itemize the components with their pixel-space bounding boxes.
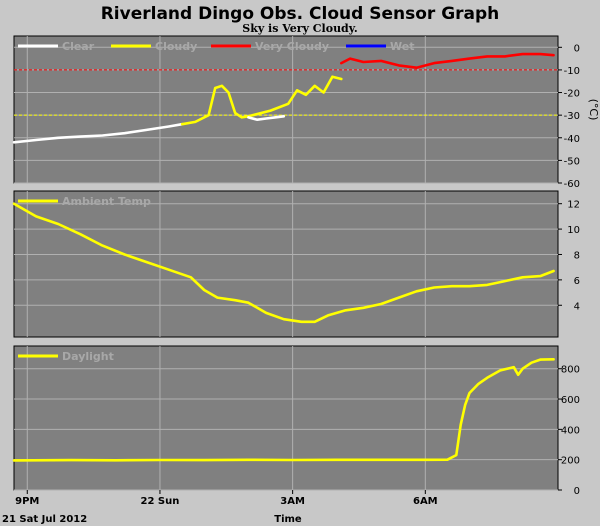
legend-label-daylight: Daylight [62, 350, 114, 363]
x-tick-label: 22 Sun [141, 496, 180, 507]
y-tick-label: 0 [574, 43, 580, 54]
date-label: 21 Sat Jul 2012 [2, 514, 87, 525]
legend-label-cloudy: Cloudy [155, 40, 197, 53]
x-tick-label: 6AM [413, 496, 438, 507]
y-tick-label: 800 [561, 365, 580, 376]
page-title: Riverland Dingo Obs. Cloud Sensor Graph [101, 4, 500, 24]
y-tick-label: 8 [574, 250, 580, 261]
legend-label-ambient-temp: Ambient Temp [62, 195, 151, 208]
daylight-chart: 800 600 400 200 0 Daylight [12, 345, 580, 497]
legend-label-clear: Clear [62, 40, 95, 53]
sky-temp-chart: 0 -10 -20 -30 -40 -50 -60 Clear Cloudy Very Cloud… [12, 35, 600, 190]
plot-area [13, 35, 559, 184]
y-tick-label: -40 [564, 134, 580, 145]
legend-label-very-cloudy: Very Cloudy [255, 40, 329, 53]
y-tick-label: 600 [561, 395, 580, 406]
series-line-ambient-temp [12, 202, 555, 324]
plot-area [13, 190, 559, 338]
x-axis: 9PM 22 Sun 3AM 6AM [15, 490, 438, 507]
sky-status-subtitle: Sky is Very Cloudy. [242, 22, 357, 35]
y-tick-label: -20 [564, 89, 580, 100]
series-line-clear [12, 122, 184, 144]
x-tick-label: 3AM [280, 496, 305, 507]
series-line-daylight [12, 357, 555, 462]
plot-area [13, 345, 559, 491]
legend-label-wet: Wet [390, 40, 414, 53]
y-tick-label: -30 [564, 111, 580, 122]
series-line-clear [247, 115, 286, 121]
y-tick-label: -60 [564, 179, 580, 190]
y-tick-label: 12 [567, 200, 580, 211]
y-tick-label: 6 [574, 276, 580, 287]
y-tick-label: 4 [574, 301, 580, 312]
series-line-very-cloudy [339, 52, 555, 69]
y-tick-label: 200 [561, 456, 580, 467]
y-tick-label: -10 [564, 66, 580, 77]
ambient-temp-chart: 12 10 8 6 4 Ambient Temp [12, 190, 580, 338]
x-tick-label: 9PM [15, 496, 39, 507]
y-tick-label: 0 [574, 486, 580, 497]
y-tick-label: 10 [567, 225, 580, 236]
y-axis-unit-label: (°C) [587, 99, 600, 121]
y-tick-label: -50 [564, 156, 580, 167]
x-axis-title: Time [274, 514, 302, 525]
y-tick-label: 400 [561, 425, 580, 436]
